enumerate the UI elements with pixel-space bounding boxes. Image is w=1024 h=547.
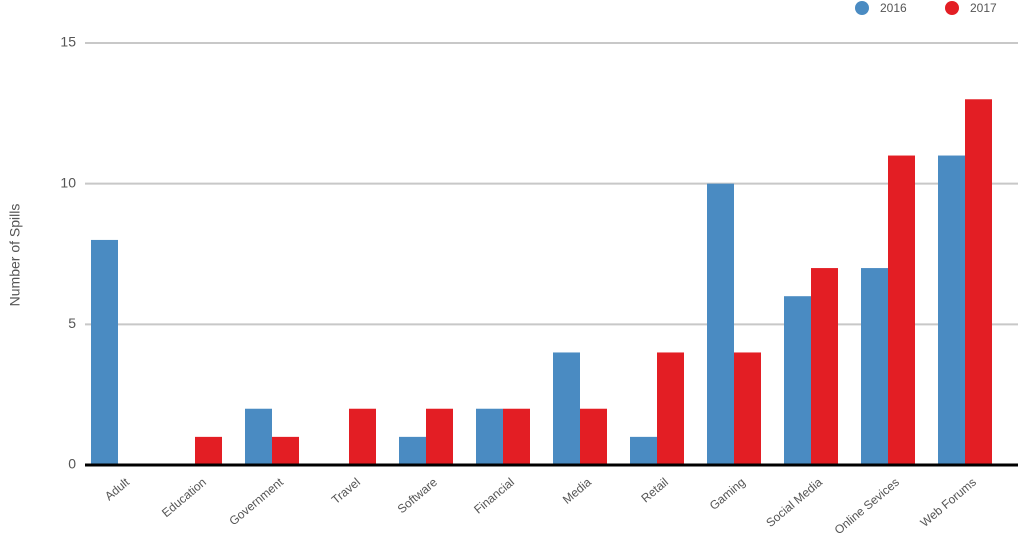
bar [476,408,503,465]
bar [272,436,299,465]
x-tick-label: Retail [638,475,671,505]
bar [734,352,761,465]
x-tick-label: Media [560,475,594,507]
x-tick-label: Web Forums [918,475,979,530]
x-tick-label: Social Media [763,475,825,530]
bar [630,436,657,465]
x-tick-label: Adult [102,475,132,504]
bar [553,352,580,465]
bar [399,436,426,465]
x-tick-label: Gaming [707,475,748,513]
bar [888,155,915,466]
bar [195,436,222,465]
x-tick-label: Software [395,475,441,516]
y-tick-label: 0 [68,456,76,472]
bar [657,352,684,465]
legend-marker [945,1,959,15]
y-tick-label: 5 [68,315,76,331]
legend-marker [855,1,869,15]
bar [965,99,992,466]
bar [580,408,607,465]
x-tick-label: Government [226,475,286,529]
x-tick-label: Online Sevices [832,475,902,537]
bar [349,408,376,465]
legend-label: 2017 [970,1,997,15]
y-tick-label: 10 [60,174,76,190]
x-tick-label: Financial [471,475,517,517]
y-tick-label: 15 [60,34,76,50]
bar [811,268,838,465]
y-axis-label: Number of Spills [7,204,23,307]
bar [503,408,530,465]
bar [426,408,453,465]
bar [707,183,734,465]
bar [245,408,272,465]
bar [938,155,965,466]
bar [861,268,888,465]
bar [91,239,118,465]
legend-label: 2016 [880,1,907,15]
bar [784,296,811,465]
x-tick-label: Travel [329,475,363,507]
x-tick-label: Education [159,475,209,520]
